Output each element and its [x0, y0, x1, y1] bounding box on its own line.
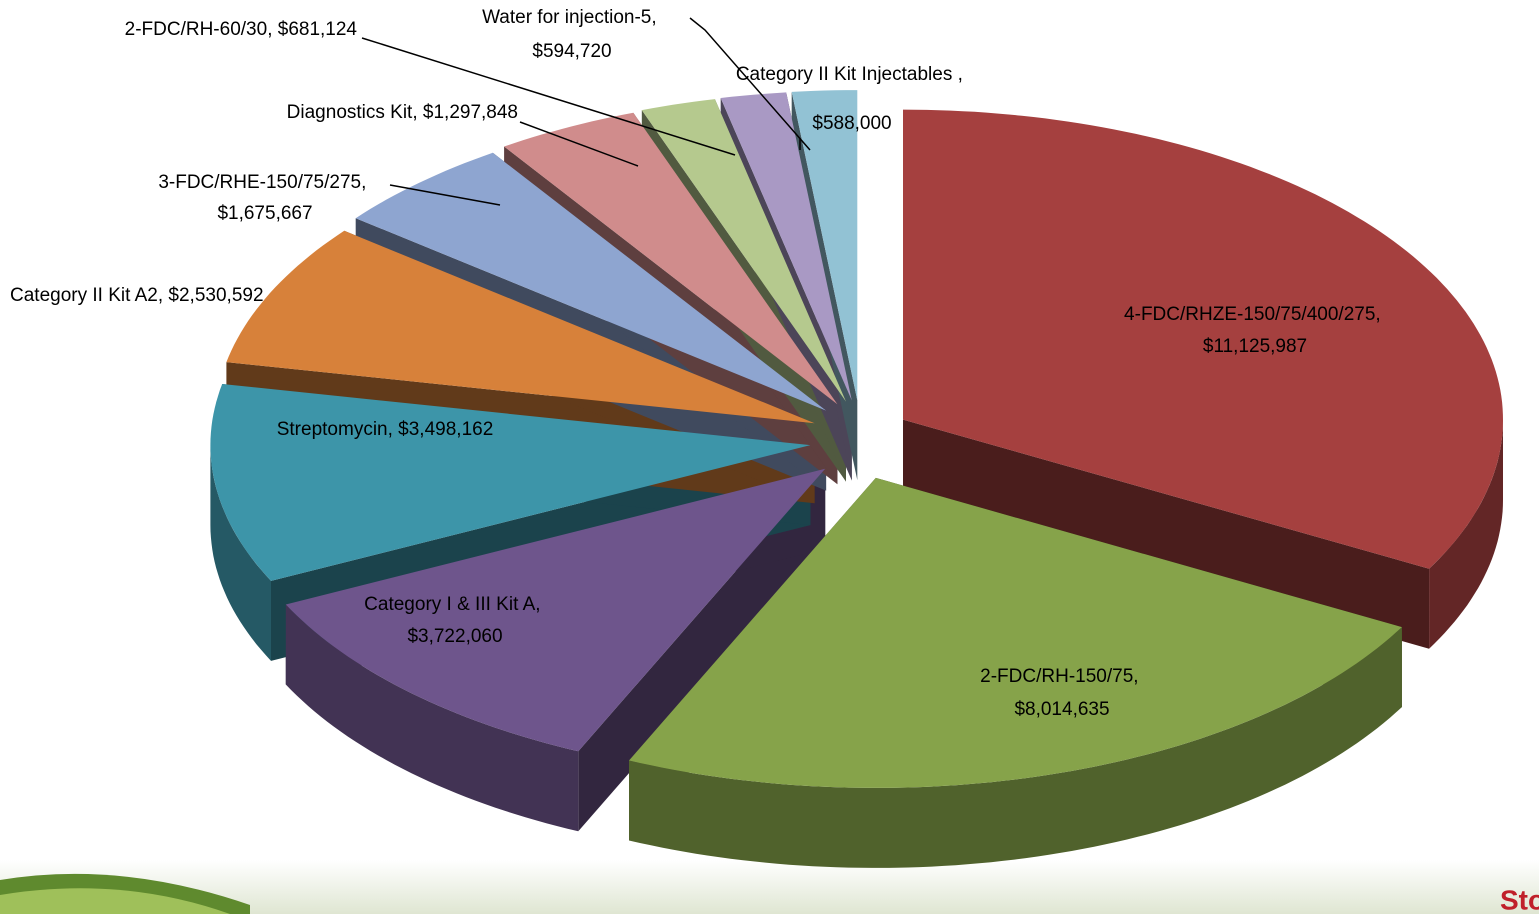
label-value: $1,297,848 — [423, 102, 518, 123]
label-separator: , — [158, 285, 169, 306]
label-name: 4-FDC/RHZE-150/75/400/275 — [1124, 304, 1375, 325]
leader-line — [519, 121, 639, 167]
label-value: $2,530,592 — [168, 285, 263, 306]
label-separator: , — [361, 172, 372, 193]
data-label: 2-FDC/RH-150/75, $8,014,635 — [980, 666, 1144, 720]
label-value: $588,000 — [812, 113, 891, 134]
data-label: Category I & III Kit A, $3,722,060 — [364, 594, 546, 647]
slice — [791, 90, 858, 401]
data-label: Category II Kit Injectables , $588,000 — [736, 64, 968, 134]
label-name: Category II Kit Injectables — [736, 64, 958, 85]
data-label: Water for injection-5, $594,720 — [482, 7, 662, 62]
label-value: $3,498,162 — [398, 419, 493, 440]
footer-logo: Sto — [1500, 884, 1539, 914]
slice-wall — [1429, 419, 1503, 649]
label-name: Diagnostics Kit — [287, 102, 413, 123]
data-label: Category II Kit A2, $2,530,592 — [10, 285, 264, 306]
slice-wall — [629, 627, 1402, 868]
slice — [355, 152, 827, 411]
slice — [641, 99, 846, 402]
data-label: 2-FDC/RH-60/30, $681,124 — [125, 19, 358, 40]
label-separator: , — [267, 19, 278, 40]
label-name: Water for injection-5 — [482, 7, 651, 28]
slice — [629, 477, 1402, 788]
label-name: Streptomycin — [277, 419, 388, 440]
slice-wall — [210, 445, 271, 661]
label-name: Category II Kit A2 — [10, 285, 158, 306]
label-value: $11,125,987 — [1203, 336, 1307, 357]
data-label: 4-FDC/RHZE-150/75/400/275, $11,125,987 — [1124, 304, 1386, 357]
label-value: $681,124 — [278, 19, 358, 40]
label-separator: , — [412, 102, 423, 123]
slice-side — [903, 419, 1430, 649]
label-separator: , — [1375, 304, 1386, 325]
label-separator: , — [651, 7, 662, 28]
label-value: $3,722,060 — [407, 626, 502, 647]
label-name: 2-FDC/RH-60/30 — [125, 19, 268, 40]
label-name: 2-FDC/RH-150/75 — [980, 666, 1133, 687]
data-label: Diagnostics Kit, $1,297,848 — [287, 102, 518, 123]
label-value: $594,720 — [532, 41, 611, 62]
slice — [285, 468, 826, 752]
label-value: $8,014,635 — [1014, 699, 1109, 720]
leader-line — [689, 17, 811, 151]
slice-wall — [285, 604, 579, 832]
label-name: Category I & III Kit A — [364, 594, 535, 615]
label-separator: , — [1133, 666, 1144, 687]
slice — [210, 384, 811, 581]
footer-band — [0, 860, 1539, 914]
slice — [903, 109, 1503, 569]
label-separator: , — [958, 64, 969, 85]
leader-line — [361, 37, 736, 156]
slice — [226, 230, 815, 424]
slice — [720, 92, 852, 401]
label-separator: , — [388, 419, 399, 440]
data-label: Streptomycin, $3,498,162 — [277, 419, 494, 440]
footer-swoosh — [0, 888, 230, 914]
label-name: 3-FDC/RHE-150/75/275 — [158, 172, 361, 193]
data-label: 3-FDC/RHE-150/75/275, $1,675,667 — [158, 172, 371, 224]
label-separator: , — [535, 594, 546, 615]
label-value: $1,675,667 — [217, 203, 312, 224]
slice — [504, 112, 838, 405]
leader-line — [389, 184, 501, 206]
